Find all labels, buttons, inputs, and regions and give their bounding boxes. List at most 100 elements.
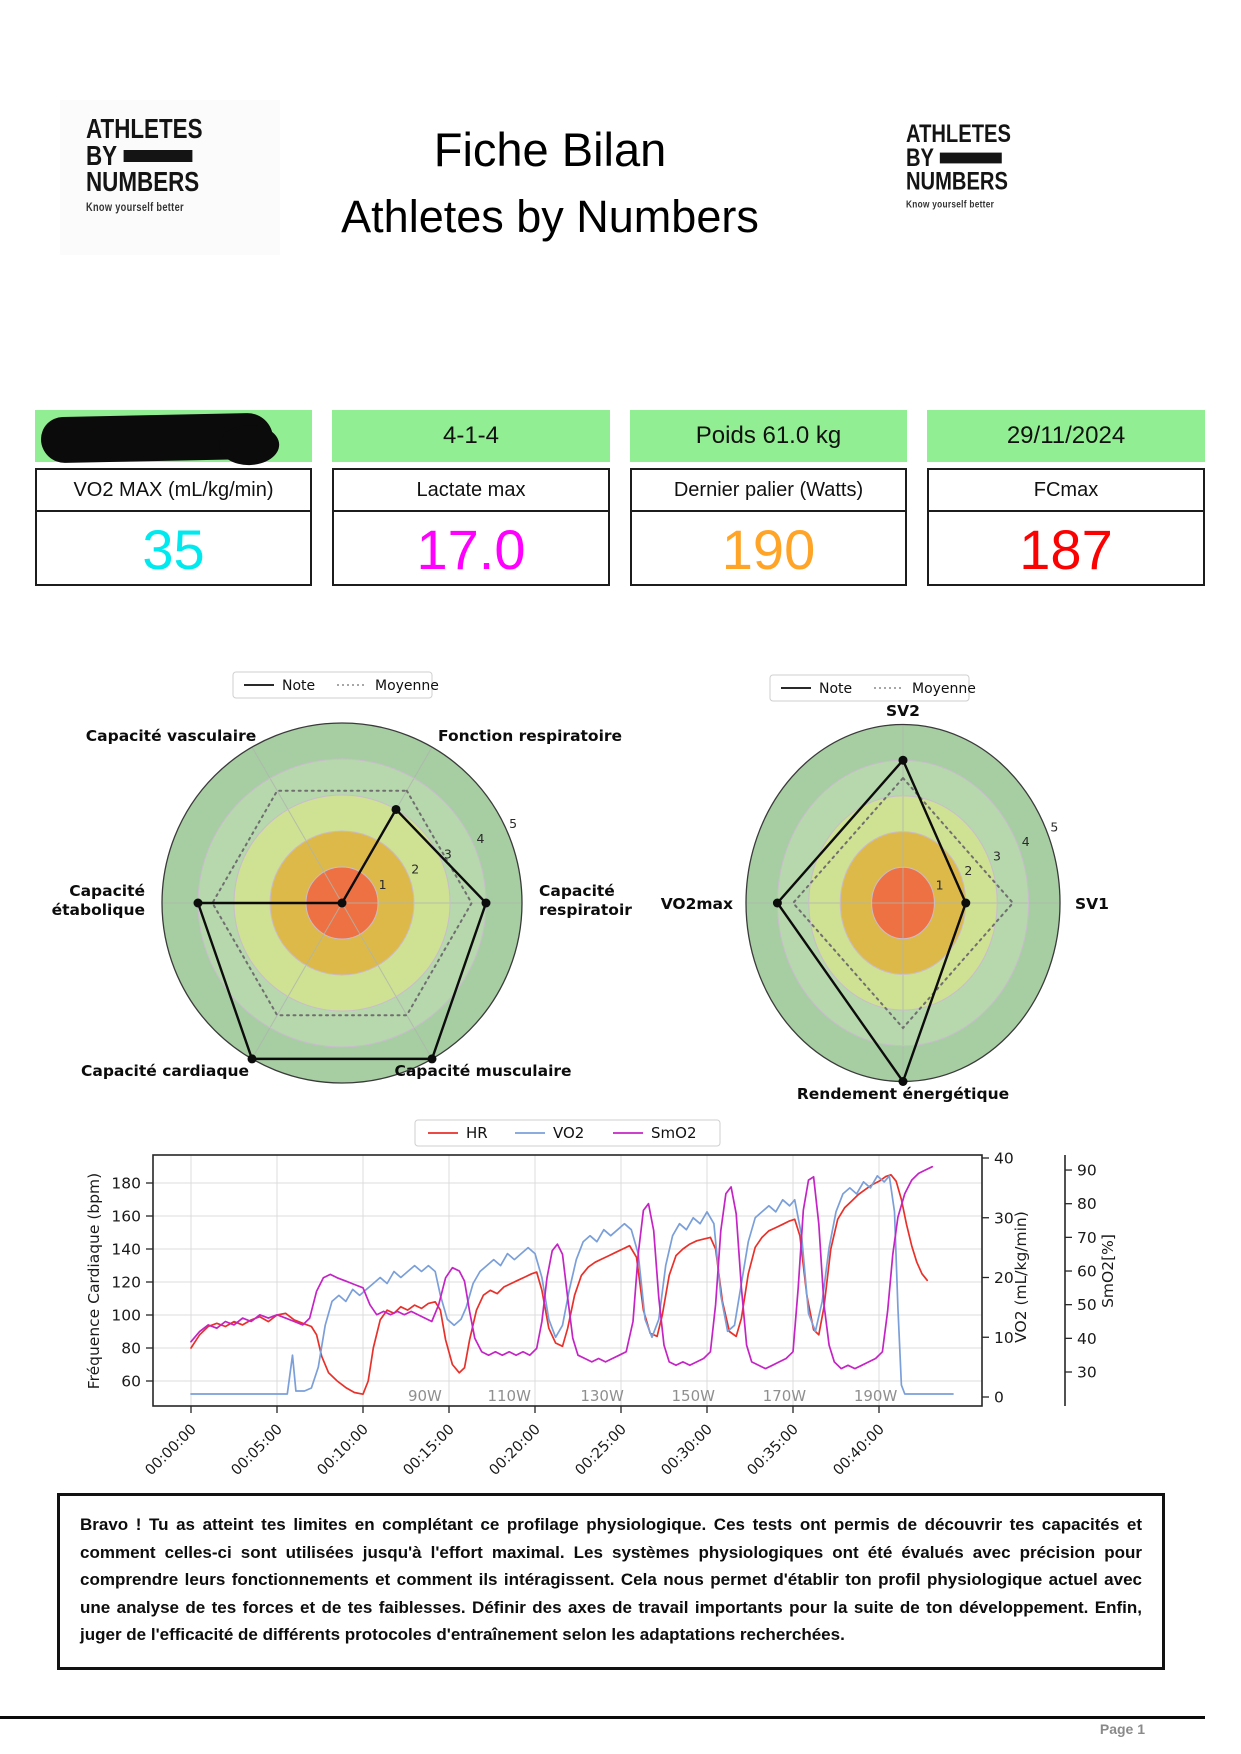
svg-text:40: 40: [994, 1150, 1014, 1168]
logo-word-by: BY: [86, 139, 118, 171]
athlete-name-box: [35, 410, 312, 464]
summary-box: Bravo ! Tu as atteint tes limites en com…: [57, 1493, 1165, 1670]
logo-word-athletes: ATHLETES: [86, 113, 203, 144]
logo-word-numbers: NUMBERS: [86, 166, 200, 198]
svg-text:00:20:00: 00:20:00: [486, 1422, 543, 1479]
protocol-code: 4-1-4: [442, 422, 500, 449]
svg-text:60: 60: [1077, 1263, 1097, 1281]
svg-text:SV2: SV2: [886, 702, 920, 720]
svg-text:0: 0: [994, 1389, 1004, 1407]
metric-value: 190: [721, 517, 816, 581]
svg-text:SmO2[%]: SmO2[%]: [1099, 1234, 1117, 1308]
svg-text:SV1: SV1: [1075, 895, 1109, 913]
svg-text:50: 50: [1077, 1296, 1097, 1314]
logo-tagline: Know yourself better: [86, 201, 184, 214]
brand-logo-left: ATHLETES BY NUMBERS Know yourself better: [86, 113, 203, 214]
svg-text:4: 4: [1022, 834, 1030, 849]
metric-value: 187: [1019, 517, 1113, 581]
metric-label: VO2 MAX (mL/kg/min): [37, 470, 310, 512]
svg-text:00:35:00: 00:35:00: [744, 1422, 801, 1479]
svg-text:VO2max: VO2max: [661, 895, 733, 913]
radar-chart-seuils: 1 2 3 4 5 SV2 SV1 Rendement énergétique VO2max No…: [661, 674, 1109, 1103]
svg-text:40: 40: [1077, 1330, 1097, 1348]
svg-text:1: 1: [936, 877, 944, 892]
svg-text:80: 80: [121, 1340, 141, 1358]
svg-text:60: 60: [121, 1373, 141, 1391]
metric-card-fcmax: FCmax 187: [927, 468, 1205, 586]
summary-text: Bravo ! Tu as atteint tes limites en com…: [80, 1515, 1142, 1645]
svg-text:70: 70: [1077, 1229, 1097, 1247]
svg-text:Note: Note: [282, 678, 315, 694]
svg-text:00:10:00: 00:10:00: [314, 1422, 371, 1479]
metric-card-palier: Dernier palier (Watts) 190: [630, 468, 907, 586]
svg-text:20: 20: [994, 1269, 1014, 1287]
weight-box: Poids 61.0 kg: [630, 410, 907, 462]
bottom-rule: [0, 1716, 1205, 1719]
svg-text:Capacitérespiratoire: Capacitérespiratoire: [539, 882, 632, 919]
svg-text:Fonction respiratoire: Fonction respiratoire: [438, 727, 622, 745]
svg-text:110W: 110W: [487, 1387, 531, 1405]
svg-text:Fréquence Cardiaque (bpm): Fréquence Cardiaque (bpm): [85, 1173, 103, 1389]
svg-text:90: 90: [1077, 1162, 1097, 1180]
metric-card-vo2max: VO2 MAX (mL/kg/min) 35: [35, 468, 312, 586]
svg-text:VO2: VO2: [553, 1124, 584, 1142]
name-redaction-blob: [40, 412, 274, 464]
page-number: Page 1: [1099, 1721, 1145, 1737]
svg-text:Capacité musculaire: Capacité musculaire: [394, 1062, 571, 1080]
svg-text:Capacité vasculaire: Capacité vasculaire: [86, 727, 256, 745]
svg-text:SmO2: SmO2: [651, 1124, 696, 1142]
svg-text:Moyenne: Moyenne: [912, 681, 976, 697]
svg-text:3: 3: [993, 848, 1001, 863]
metric-label: Dernier palier (Watts): [632, 470, 905, 512]
brand-logo-right: ATHLETES BY NUMBERS Know yourself better: [906, 119, 1011, 211]
metric-card-lactate: Lactate max 17.0: [332, 468, 610, 586]
date-box: 29/11/2024: [927, 410, 1205, 462]
svg-text:5: 5: [509, 816, 517, 831]
title-line1: Fiche Bilan: [433, 123, 667, 176]
svg-text:170W: 170W: [763, 1387, 807, 1405]
metric-label: FCmax: [929, 470, 1203, 512]
svg-text:00:00:00: 00:00:00: [142, 1422, 199, 1479]
svg-text:140: 140: [111, 1241, 141, 1259]
svg-text:90W: 90W: [408, 1387, 442, 1405]
svg-text:Moyenne: Moyenne: [375, 678, 439, 694]
svg-text:10: 10: [994, 1329, 1014, 1347]
svg-text:Capacité cardiaque: Capacité cardiaque: [81, 1062, 249, 1080]
weight-value: Poids 61.0 kg: [695, 422, 842, 449]
svg-text:80: 80: [1077, 1195, 1097, 1213]
svg-text:HR: HR: [466, 1124, 488, 1142]
svg-text:150W: 150W: [672, 1387, 716, 1405]
metric-label: Lactate max: [334, 470, 608, 512]
svg-text:00:40:00: 00:40:00: [830, 1422, 887, 1479]
svg-text:30: 30: [1077, 1364, 1097, 1382]
logo-bar: [123, 149, 193, 162]
protocol-code-box: 4-1-4: [332, 410, 610, 462]
svg-text:180: 180: [111, 1175, 141, 1193]
svg-text:5: 5: [1050, 819, 1058, 834]
svg-text:00:15:00: 00:15:00: [400, 1422, 457, 1479]
svg-text:190W: 190W: [854, 1387, 898, 1405]
svg-text:2: 2: [964, 863, 972, 878]
title-line2: Athletes by Numbers: [341, 191, 759, 242]
svg-text:4: 4: [477, 831, 485, 846]
test-date: 29/11/2024: [1006, 422, 1126, 449]
metric-value: 17.0: [416, 517, 526, 581]
metric-value: 35: [142, 517, 205, 581]
svg-text:Capacitémétabolique: Capacitémétabolique: [52, 882, 145, 919]
svg-text:Note: Note: [819, 681, 852, 697]
svg-text:160: 160: [111, 1208, 141, 1226]
svg-text:00:05:00: 00:05:00: [228, 1422, 285, 1479]
radar-chart-capacites: 1 2 3 4 5 Fonction respiratoire Capacité respir…: [52, 671, 632, 1084]
svg-text:3: 3: [444, 846, 452, 861]
svg-text:00:25:00: 00:25:00: [572, 1422, 629, 1479]
test-timeseries-chart: 90W 110W 130W 150W 170W 190W60801001201401601…: [85, 1119, 1117, 1479]
svg-text:100: 100: [111, 1307, 141, 1325]
svg-text:120: 120: [111, 1274, 141, 1292]
svg-text:00:30:00: 00:30:00: [658, 1422, 715, 1479]
svg-text:VO2 (mL/kg/min): VO2 (mL/kg/min): [1012, 1211, 1030, 1343]
svg-text:130W: 130W: [580, 1387, 624, 1405]
svg-text:1: 1: [379, 877, 387, 892]
svg-text:30: 30: [994, 1209, 1014, 1227]
logo-card-left: [60, 100, 280, 255]
